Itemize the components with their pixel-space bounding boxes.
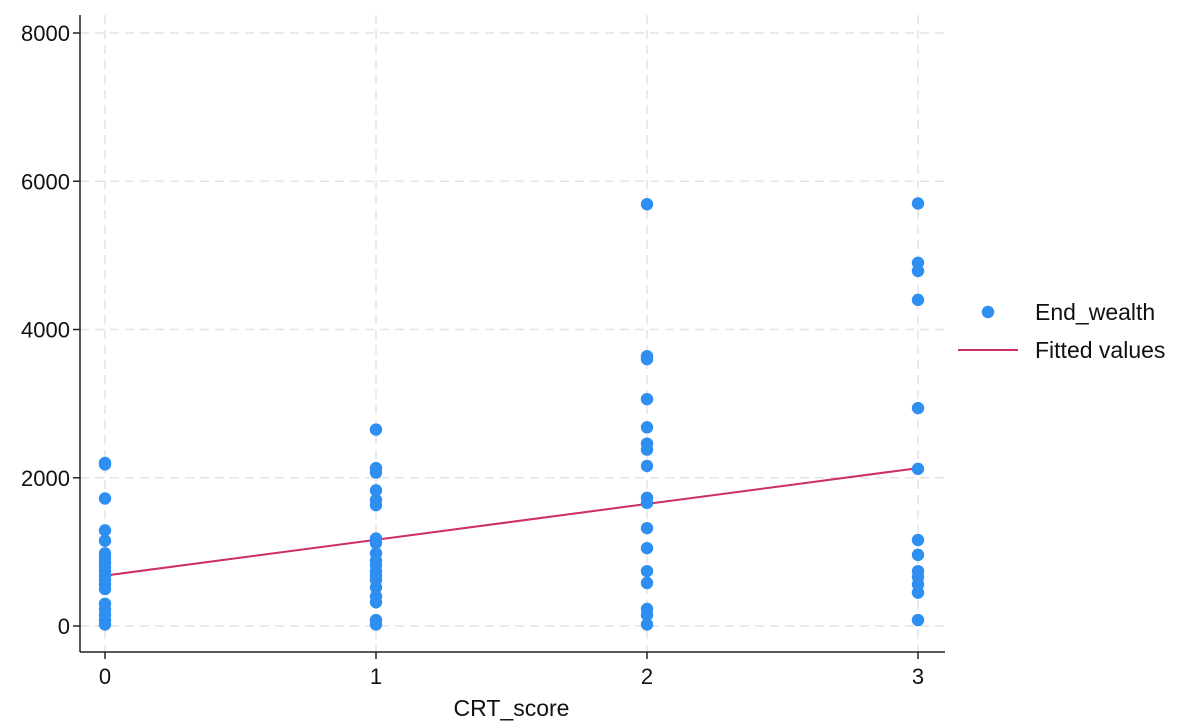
data-point	[640, 443, 654, 456]
data-point	[640, 618, 654, 631]
data-point	[369, 466, 383, 479]
data-point	[98, 458, 112, 471]
data-point	[640, 198, 654, 211]
data-point	[98, 524, 112, 537]
data-point	[911, 197, 925, 210]
data-point	[640, 496, 654, 510]
grid	[80, 15, 945, 652]
data-point	[640, 459, 654, 473]
data-point	[911, 548, 925, 562]
data-point	[640, 421, 654, 434]
data-point	[98, 582, 112, 596]
data-point	[911, 264, 925, 278]
legend: End_wealth Fitted values	[958, 299, 1165, 363]
data-point	[640, 392, 654, 406]
x-axis-title: CRT_score	[454, 695, 570, 721]
legend-marker-dot	[981, 305, 995, 319]
plot-marks	[98, 197, 925, 631]
x-tick-label: 1	[370, 664, 382, 689]
data-point	[911, 533, 925, 547]
y-tick-label: 8000	[21, 21, 70, 46]
x-tick-label: 2	[641, 664, 653, 689]
legend-item: End_wealth	[981, 299, 1155, 325]
data-point	[640, 564, 654, 578]
data-point	[640, 521, 654, 535]
data-point	[369, 498, 383, 512]
x-tick-label: 3	[912, 664, 924, 689]
data-point	[98, 534, 112, 547]
y-tick-label: 0	[58, 614, 70, 639]
legend-item: Fitted values	[958, 337, 1165, 363]
legend-label: Fitted values	[1035, 337, 1165, 363]
data-point	[369, 596, 383, 609]
data-point	[369, 423, 383, 436]
data-point	[911, 462, 925, 476]
data-point	[911, 401, 925, 415]
data-point	[369, 484, 383, 497]
data-point	[640, 541, 654, 555]
data-point	[98, 492, 112, 505]
x-tick-label: 0	[99, 664, 111, 689]
y-tick-label: 2000	[21, 466, 70, 491]
fitted-values-line	[104, 467, 919, 577]
data-point	[640, 352, 654, 366]
data-point	[911, 586, 925, 599]
legend-label: End_wealth	[1035, 299, 1155, 325]
data-point	[369, 581, 383, 594]
data-point	[911, 293, 925, 307]
y-tick-label: 6000	[21, 169, 70, 194]
data-point	[911, 613, 925, 627]
data-point	[369, 618, 383, 631]
data-point	[369, 536, 383, 550]
data-point	[98, 618, 112, 631]
tick-labels: 0 2000 4000 6000 8000 0 1 2 3	[21, 21, 924, 689]
axes	[73, 15, 945, 659]
data-point	[640, 576, 654, 590]
data-point	[640, 608, 654, 622]
y-tick-label: 4000	[21, 318, 70, 343]
